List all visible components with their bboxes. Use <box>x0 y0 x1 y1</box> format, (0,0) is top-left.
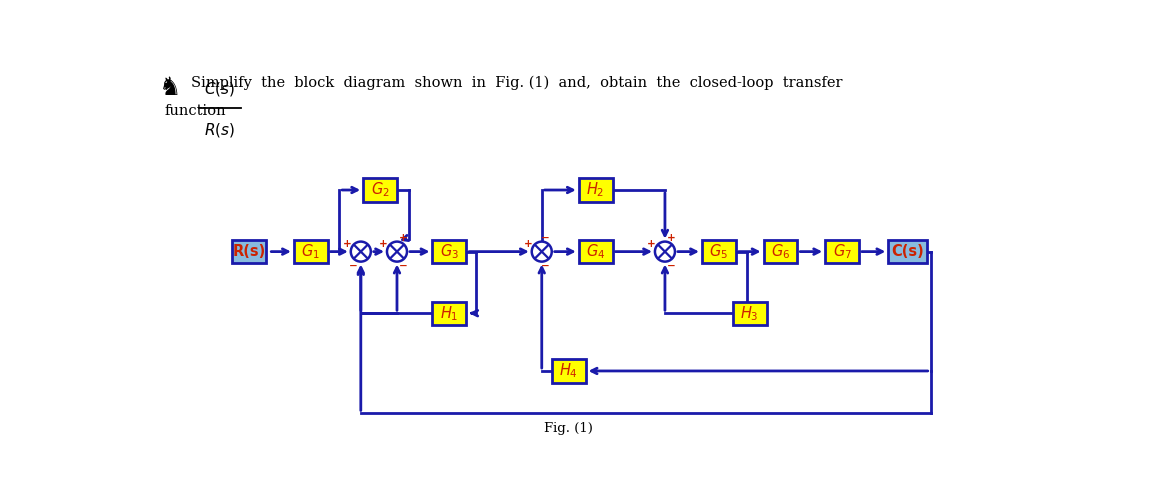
Text: $R(s)$: $R(s)$ <box>205 121 235 139</box>
Circle shape <box>351 242 371 261</box>
Circle shape <box>387 242 407 261</box>
Text: C(s): C(s) <box>891 244 924 259</box>
FancyBboxPatch shape <box>364 179 397 202</box>
Text: $G_5$: $G_5$ <box>710 242 728 261</box>
Text: function: function <box>165 104 226 118</box>
Text: $G_1$: $G_1$ <box>302 242 320 261</box>
Circle shape <box>655 242 675 261</box>
Text: Fig. (1): Fig. (1) <box>545 422 593 435</box>
Text: −: − <box>541 233 549 243</box>
Text: $H_2$: $H_2$ <box>587 181 604 200</box>
Text: $G_6$: $G_6$ <box>770 242 790 261</box>
FancyBboxPatch shape <box>552 359 586 383</box>
Text: −: − <box>666 260 676 270</box>
Text: −: − <box>348 260 358 270</box>
Text: $G_7$: $G_7$ <box>832 242 851 261</box>
Text: +: + <box>343 239 352 249</box>
FancyBboxPatch shape <box>293 240 327 263</box>
FancyBboxPatch shape <box>701 240 735 263</box>
Text: Simplify  the  block  diagram  shown  in  Fig. (1)  and,  obtain  the  closed-lo: Simplify the block diagram shown in Fig.… <box>192 76 843 90</box>
Text: +: + <box>379 239 387 249</box>
Text: $H_1$: $H_1$ <box>440 304 458 322</box>
FancyBboxPatch shape <box>888 240 927 263</box>
FancyBboxPatch shape <box>233 240 267 263</box>
Circle shape <box>532 242 552 261</box>
Text: $G_3$: $G_3$ <box>440 242 458 261</box>
Text: +: + <box>399 233 408 243</box>
Text: $G_2$: $G_2$ <box>371 181 389 200</box>
Text: $C(s)$: $C(s)$ <box>205 80 235 98</box>
FancyBboxPatch shape <box>825 240 859 263</box>
Text: +: + <box>666 233 676 243</box>
Text: −: − <box>541 260 549 270</box>
Text: $G_4$: $G_4$ <box>586 242 606 261</box>
FancyBboxPatch shape <box>763 240 797 263</box>
Text: $H_3$: $H_3$ <box>740 304 759 322</box>
Text: +: + <box>646 239 656 249</box>
FancyBboxPatch shape <box>733 302 767 325</box>
FancyBboxPatch shape <box>579 179 613 202</box>
Text: ♞: ♞ <box>159 76 182 100</box>
Text: −: − <box>399 260 408 270</box>
Text: +: + <box>524 239 532 249</box>
Text: R(s): R(s) <box>233 244 265 259</box>
FancyBboxPatch shape <box>433 302 466 325</box>
FancyBboxPatch shape <box>433 240 466 263</box>
Text: $H_4$: $H_4$ <box>559 362 579 380</box>
FancyBboxPatch shape <box>579 240 613 263</box>
